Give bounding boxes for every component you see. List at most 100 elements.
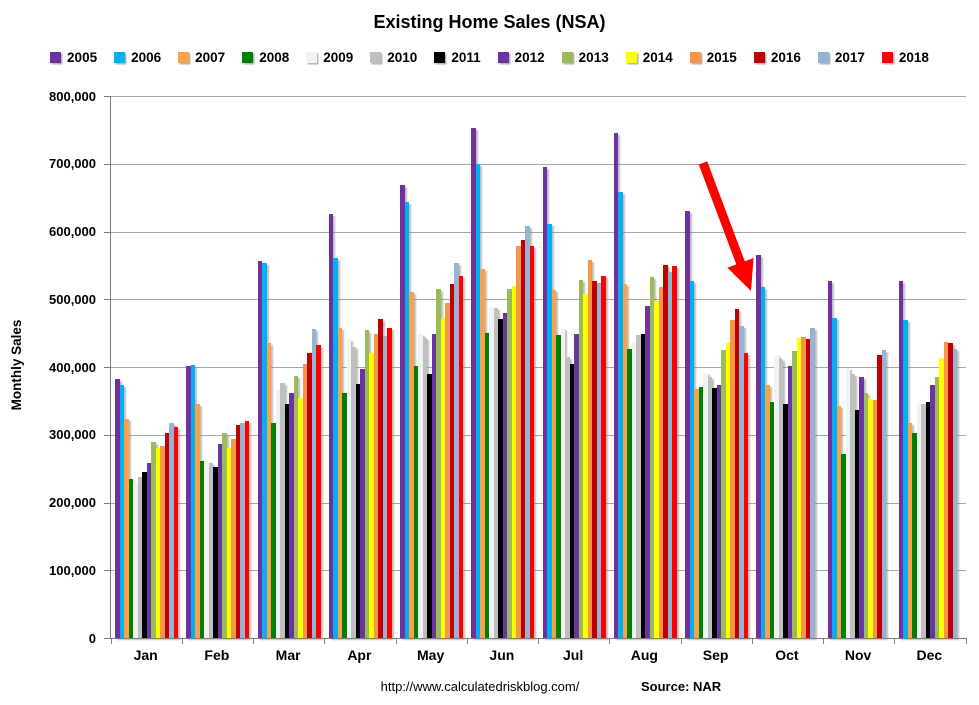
month-group-Jul [539,96,610,638]
bar-2017-Sep [739,326,744,638]
bar-2010-Nov [850,373,855,638]
month-group-Jan [111,96,182,638]
legend-item-2006: 2006 [114,50,161,65]
bar-2013-Jan [151,441,156,638]
bar-2013-Nov [863,393,869,638]
y-axis-tick [104,231,111,233]
footer-url: http://www.calculatedriskblog.com/ [380,679,580,694]
bar-2016-Jan [164,433,170,638]
bar-2016-Jul [592,280,597,638]
x-axis-tick [324,638,326,644]
bar-2016-May [449,283,455,638]
bar-2008-Mar [271,423,276,638]
y-axis-tick [104,367,111,368]
gridline [111,434,966,436]
bar-2011-Feb [213,467,218,638]
month-group-Dec [895,96,966,638]
bar-2007-Jan [124,418,129,638]
month-group-Feb [182,96,253,638]
bar-2008-May [413,365,419,638]
bar-2014-Aug [654,300,659,638]
legend-item-2018: 2018 [881,50,929,65]
bar-2005-Jul [542,167,548,638]
legend-item-2014: 2014 [625,50,673,65]
legend-swatch-2013 [561,52,573,63]
y-axis-tick [104,434,111,436]
bar-2008-Sep [698,386,704,638]
bar-groups [111,96,966,638]
gridline [111,299,966,301]
y-tick-label: 200,000 [49,495,96,510]
bar-2014-Mar [298,397,303,638]
bar-2010-May [422,337,428,638]
bar-2008-Jun [484,333,490,638]
bar-2005-Feb [186,365,191,638]
bar-2005-Nov [827,280,833,638]
bar-2017-May [454,262,459,638]
legend-swatch-2012 [497,52,509,63]
bar-2018-May [458,275,464,638]
x-axis-label-Nov: Nov [844,647,872,663]
x-axis-label-Dec: Dec [916,647,943,663]
y-axis-tick [104,502,111,504]
bar-2011-Dec [925,402,931,638]
bar-2006-Jun [475,163,481,638]
legend: 2005 2006 2007 2008 2009 2010 2011 2012 2013 2014… [0,50,979,65]
bar-2006-May [404,201,410,638]
bar-2008-Dec [912,432,917,638]
bar-2014-Oct [796,337,802,638]
bar-2014-Nov [868,398,873,638]
legend-swatch-2016 [753,52,765,63]
bar-2017-Apr [382,335,388,638]
bar-2016-Aug [663,265,668,638]
legend-label: 2017 [834,50,865,65]
legend-item-2009: 2009 [306,50,353,65]
bar-2007-Aug [622,284,628,638]
bar-2012-Feb [217,443,223,638]
chart-title: Existing Home Sales (NSA) [373,12,606,32]
x-axis-tick [538,638,539,644]
bar-2011-Aug [640,333,646,638]
bar-2013-Jul [578,280,584,638]
x-axis-label-Jan: Jan [133,647,158,663]
bar-2010-Apr [351,346,356,638]
bar-2007-Jul [551,290,557,638]
bar-2013-Aug [649,276,655,638]
legend-item-2015: 2015 [689,50,737,65]
bar-2018-Mar [316,344,321,638]
bar-2006-Dec [903,319,908,638]
bar-2018-Jun [529,246,535,638]
bar-2017-Jul [596,283,602,638]
bar-2005-Apr [328,213,334,638]
bar-2018-Apr [387,327,392,638]
legend-label: 2013 [578,50,609,65]
bar-2010-Feb [208,463,214,638]
bar-2012-Jul [574,333,579,638]
bar-2015-Jan [160,446,165,638]
x-axis-tick [395,638,397,644]
gridline [111,502,966,504]
bar-2006-Oct [760,287,766,638]
month-group-Oct [752,96,823,638]
bar-2009-Jun [489,306,494,638]
x-axis-label-May: May [417,647,445,663]
bar-2009-Mar [275,389,281,638]
bar-2016-Nov [877,355,882,638]
bar-2013-Jun [507,289,512,638]
x-axis-tick [609,638,611,644]
x-axis-labels: Jan Feb Mar Apr May Jun Jul Aug Sep Oct Nov Dec [110,647,965,663]
bar-2015-Jun [516,246,521,638]
bar-2010-Sep [707,377,713,638]
legend-label: 2007 [195,50,226,65]
bar-2014-Sep [725,343,731,638]
bar-2014-Dec [939,358,944,638]
bar-2011-Oct [783,404,788,638]
y-tick-label: 300,000 [49,427,96,443]
bar-2012-Aug [645,306,650,638]
x-axis-tick [680,638,682,644]
bar-2018-Sep [743,353,749,638]
bar-2017-Jun [525,226,530,638]
legend-swatch-2018 [881,52,893,63]
bar-2009-Nov [845,368,851,638]
bar-2009-Sep [703,373,708,638]
